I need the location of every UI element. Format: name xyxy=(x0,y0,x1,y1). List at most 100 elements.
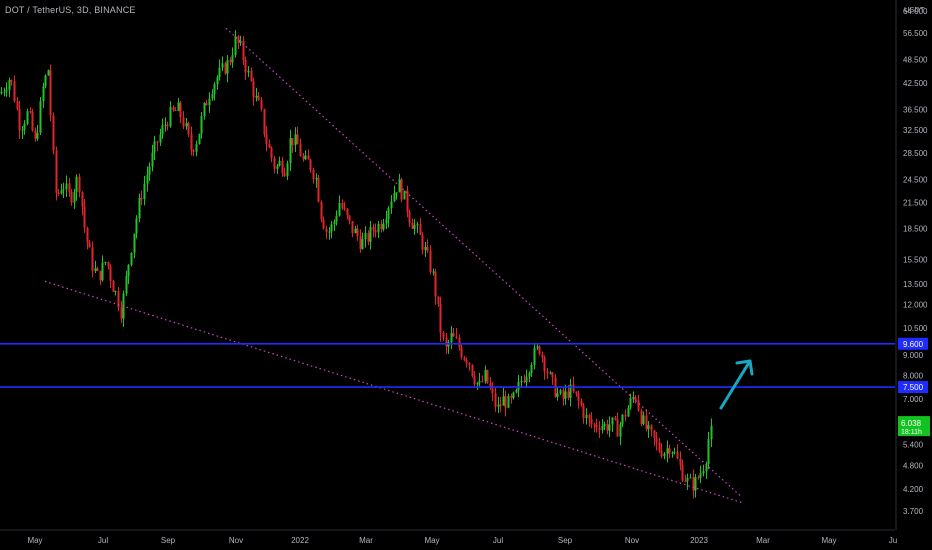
price-tick-label: 36.500 xyxy=(903,106,928,115)
candle-body xyxy=(315,177,318,180)
time-tick-label: Mar xyxy=(756,536,770,545)
candle-body xyxy=(114,291,117,293)
candle-body xyxy=(208,98,211,106)
candle-body xyxy=(520,380,523,382)
candle-body xyxy=(211,93,214,99)
candle-body xyxy=(632,397,635,399)
candle-body xyxy=(458,338,461,348)
candle-body xyxy=(273,157,276,169)
price-tick-label: 5.400 xyxy=(903,441,924,450)
candle-body xyxy=(13,81,16,102)
time-axis: May Jul Sep Nov 2022 Mar May Jul Sep Nov 2023 Mar Ma… xyxy=(0,529,897,545)
candle-body xyxy=(645,415,648,430)
candle-body xyxy=(411,222,414,229)
candle-body xyxy=(55,150,58,193)
candle-body xyxy=(42,86,45,102)
candle-body xyxy=(650,425,653,431)
lower-trendline xyxy=(44,280,743,504)
candle-body xyxy=(242,40,245,60)
candle-body xyxy=(408,211,411,223)
candle-body xyxy=(328,231,331,233)
candle-body xyxy=(62,189,65,191)
candle-body xyxy=(57,192,60,194)
candle-body xyxy=(692,477,695,491)
candle-body xyxy=(117,291,120,308)
candle-body xyxy=(663,453,666,457)
candle-body xyxy=(125,276,128,294)
candle-body xyxy=(0,91,3,94)
candle-body xyxy=(619,424,622,437)
candle-body xyxy=(655,438,658,443)
candle-body xyxy=(598,427,601,430)
price-tick-label: 4.200 xyxy=(903,485,924,494)
candle-body xyxy=(455,336,458,339)
candle-body xyxy=(174,110,177,112)
candle-body xyxy=(286,163,289,177)
candle-body xyxy=(421,234,424,251)
candle-body xyxy=(109,266,112,282)
candle-body xyxy=(502,396,505,406)
candle-body xyxy=(390,201,393,209)
candle-body xyxy=(166,124,169,127)
candle-body xyxy=(510,395,513,398)
candle-body xyxy=(640,410,643,424)
price-tick-label: 24.500 xyxy=(903,175,928,184)
candle-body xyxy=(434,271,437,297)
candle-body xyxy=(312,169,315,180)
candle-body xyxy=(5,89,8,92)
time-tick-label: Jul xyxy=(98,536,108,545)
price-tick-label: 12.000 xyxy=(903,301,928,310)
candle-body xyxy=(614,417,617,420)
candle-body xyxy=(572,384,575,392)
candle-body xyxy=(595,424,598,428)
candle-body xyxy=(8,80,11,90)
candle-body xyxy=(302,156,305,160)
candle-body xyxy=(494,393,497,407)
candle-body xyxy=(226,60,229,74)
candle-body xyxy=(382,223,385,230)
candle-body xyxy=(247,70,250,73)
candle-body xyxy=(476,382,479,385)
candle-body xyxy=(658,442,661,451)
candle-body xyxy=(88,242,91,248)
candle-body xyxy=(666,448,669,454)
candle-body xyxy=(198,133,201,145)
candle-body xyxy=(185,123,188,127)
candle-body xyxy=(156,141,159,143)
candle-body xyxy=(34,130,37,139)
candle-body xyxy=(291,137,294,146)
price-tick-label: 4.800 xyxy=(903,461,924,470)
candle-body xyxy=(528,373,531,377)
time-tick-label: Nov xyxy=(229,536,243,545)
candle-body xyxy=(257,95,260,101)
candle-body xyxy=(299,144,302,157)
candle-body xyxy=(582,405,585,419)
candle-body xyxy=(634,397,637,401)
candle-body xyxy=(263,109,266,135)
candle-body xyxy=(52,115,55,151)
candle-body xyxy=(153,141,156,153)
candle-body xyxy=(281,160,284,173)
current-price-label: 6.038 xyxy=(901,419,922,428)
candle-body xyxy=(213,84,216,94)
breakout-arrow-group xyxy=(719,359,754,410)
candle-body xyxy=(577,393,580,401)
candle-body xyxy=(606,423,609,431)
candle-body xyxy=(78,176,81,193)
candle-body xyxy=(252,81,255,98)
candle-body xyxy=(369,226,372,242)
candle-body xyxy=(341,202,344,208)
candle-body xyxy=(697,477,700,479)
candle-body xyxy=(413,225,416,229)
time-tick-label: 2022 xyxy=(291,536,309,545)
candle-body xyxy=(512,392,515,398)
time-tick-label: Sep xyxy=(161,536,176,545)
candle-body xyxy=(218,67,221,78)
candle-body xyxy=(36,132,39,139)
price-tick-label: 13.500 xyxy=(903,280,928,289)
candle-body xyxy=(653,430,656,439)
price-tick-label: 10.500 xyxy=(903,324,928,333)
candle-body xyxy=(148,166,151,175)
candle-body xyxy=(322,219,325,229)
